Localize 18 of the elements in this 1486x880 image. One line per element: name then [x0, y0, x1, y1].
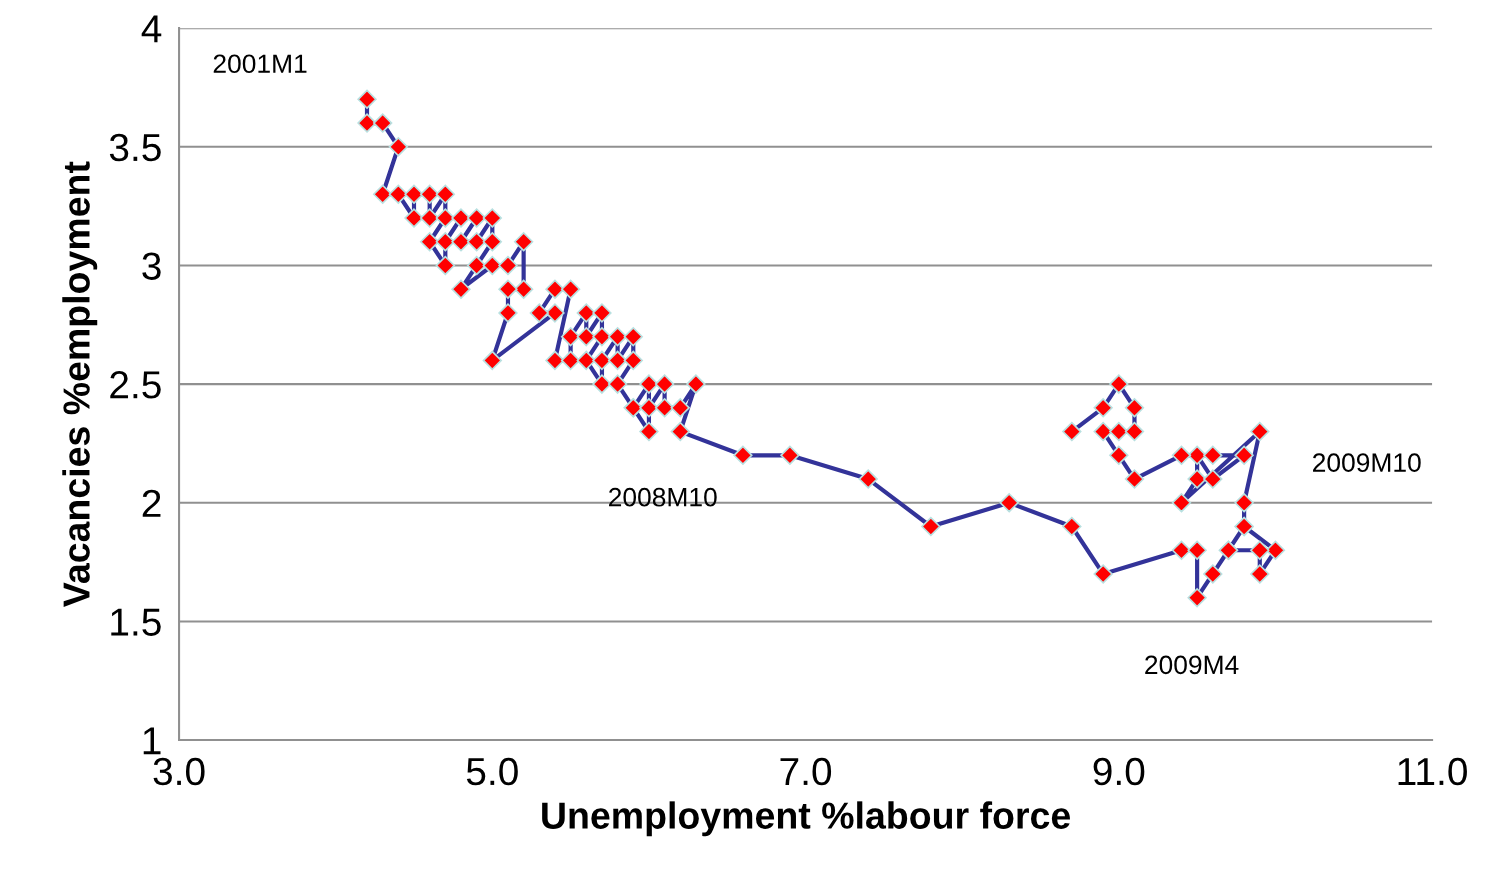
y-tick-label: 3.5 [109, 133, 161, 162]
x-tick-label: 7.0 [780, 757, 832, 786]
x-tick-label: 9.0 [1093, 757, 1145, 786]
annotation: 2008M10 [609, 487, 717, 507]
y-tick-label: 1.5 [111, 608, 161, 636]
y-tick-label: 2.5 [110, 371, 161, 399]
annotation: 2009M4 [1145, 655, 1239, 675]
y-tick-label: 1 [143, 727, 161, 755]
x-tick-label: 11.0 [1398, 757, 1467, 786]
x-axis-title: Unemployment %labour force [542, 801, 1070, 837]
y-axis-title: Vacancies %employment [62, 161, 98, 607]
x-tick-label: 5.0 [466, 757, 518, 786]
y-tick-label: 2 [142, 489, 161, 517]
y-tick-label: 3 [142, 252, 161, 280]
annotation: 2009M10 [1313, 453, 1421, 472]
annotation: 2001M1 [213, 54, 307, 74]
y-tick-label: 4 [141, 15, 162, 43]
x-tick-label: 3.0 [153, 757, 205, 786]
